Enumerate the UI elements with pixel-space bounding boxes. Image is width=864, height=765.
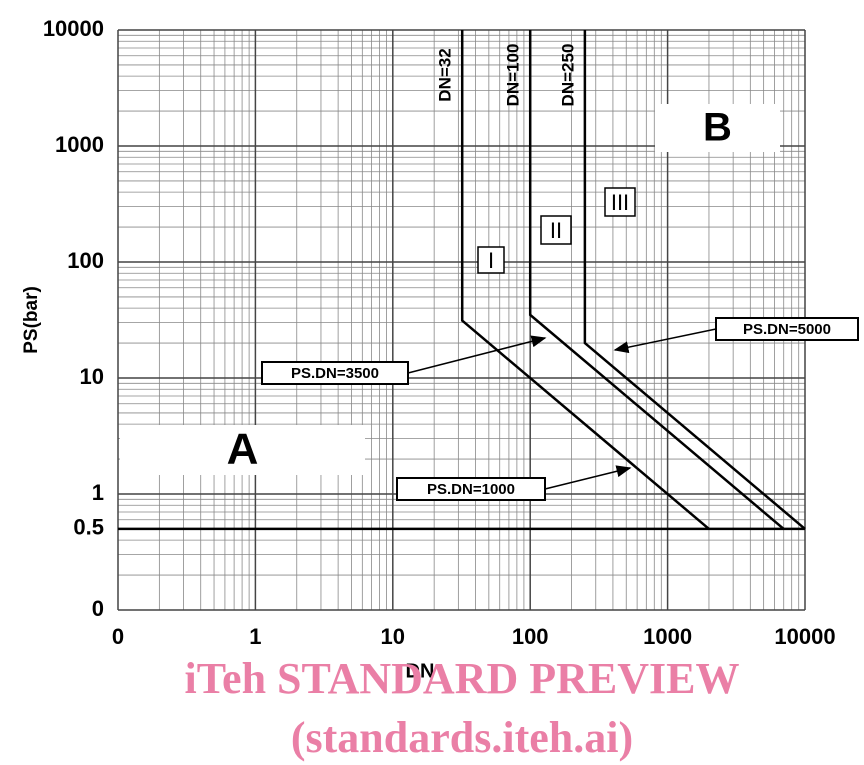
y-tick-label: 10 bbox=[80, 364, 104, 389]
x-axis-label: DN bbox=[406, 660, 435, 682]
x-tick-label: 1 bbox=[249, 624, 261, 649]
series-label: DN=250 bbox=[558, 44, 577, 107]
y-tick-label: 1 bbox=[92, 480, 104, 505]
watermark: iTeh STANDARD PREVIEW bbox=[185, 654, 740, 703]
annotation-arrow bbox=[613, 328, 717, 354]
region-label: A bbox=[227, 425, 259, 474]
annotation: PS.DN=5000 bbox=[743, 321, 831, 338]
region-label: II bbox=[550, 218, 562, 243]
region-box bbox=[540, 215, 572, 245]
y-axis-label: PS(bar) bbox=[21, 286, 42, 354]
annotation-box bbox=[715, 317, 859, 341]
x-tick-label: 100 bbox=[512, 624, 549, 649]
annotation: PS.DN=3500 bbox=[291, 365, 379, 382]
y-tick-label: 100 bbox=[67, 248, 104, 273]
region-label: III bbox=[611, 190, 629, 215]
region-box bbox=[120, 425, 365, 475]
watermark: (standards.iteh.ai) bbox=[291, 713, 633, 762]
annotation-box bbox=[261, 361, 409, 385]
annotation-arrow bbox=[544, 465, 632, 490]
series-label: DN=100 bbox=[504, 44, 523, 107]
region-label: I bbox=[488, 248, 494, 273]
y-tick-label: 10000 bbox=[43, 16, 104, 41]
region-box bbox=[604, 187, 636, 217]
annotation-arrow bbox=[407, 335, 547, 374]
x-tick-label: 10 bbox=[381, 624, 405, 649]
plot: DN=32 DN=100 DN=250 PS.DN=1000 PS.DN=3500 PS.… bbox=[118, 30, 859, 531]
series-line bbox=[460, 30, 710, 530]
annotation-box bbox=[396, 477, 546, 501]
annotation: PS.DN=1000 bbox=[427, 481, 515, 498]
series-label: DN=32 bbox=[436, 48, 455, 101]
y-tick-label: 0 bbox=[92, 596, 104, 621]
series-line bbox=[583, 30, 806, 530]
x-tick-label: 1000 bbox=[643, 624, 692, 649]
y-tick-label: 1000 bbox=[55, 132, 104, 157]
region-box bbox=[477, 246, 505, 274]
series-line bbox=[528, 30, 785, 530]
y-tick-label: 0.5 bbox=[73, 515, 104, 540]
region-box bbox=[655, 104, 780, 152]
region-label: B bbox=[703, 106, 732, 150]
x-tick-label: 10000 bbox=[774, 624, 835, 649]
x-tick-label: 0 bbox=[112, 624, 124, 649]
